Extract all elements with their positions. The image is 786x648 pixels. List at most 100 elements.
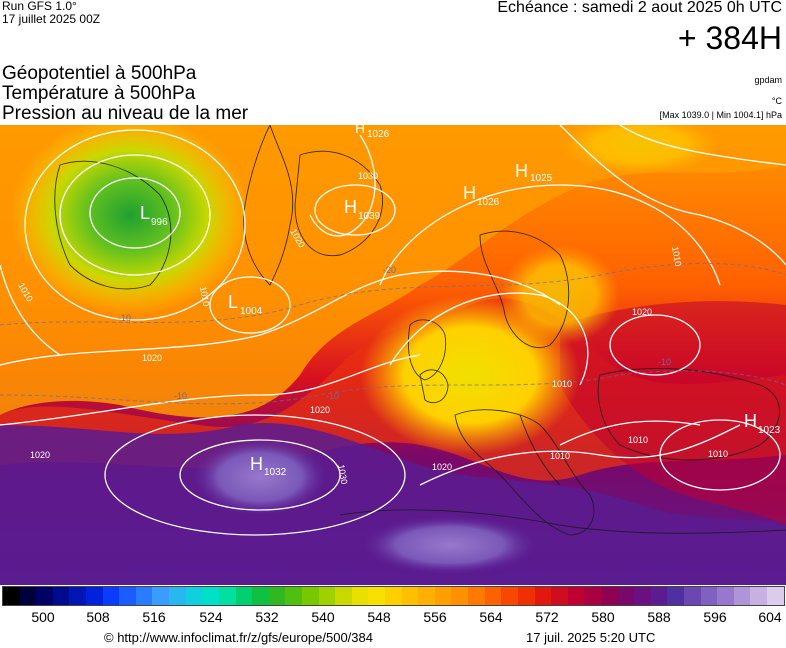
high-letter: H [355, 125, 365, 136]
scale-swatch [617, 587, 635, 605]
isobar-label: 1030 [358, 171, 378, 181]
scale-swatch [185, 587, 203, 605]
scale-swatch [683, 587, 701, 605]
scale-swatch [69, 587, 87, 605]
scale-label: 596 [703, 609, 727, 625]
scale-swatch [235, 587, 253, 605]
scale-swatch [36, 587, 53, 605]
high-letter: H [250, 454, 263, 474]
scale-swatch [484, 587, 502, 605]
scale-label: 500 [31, 609, 55, 625]
scale-swatch [451, 587, 469, 605]
temperature-label: -10 [658, 357, 671, 367]
scale-swatch [268, 587, 286, 605]
low-value: 1004 [240, 306, 263, 317]
scale-swatch [468, 587, 485, 605]
field-sahara-core [360, 515, 540, 575]
scale-label: 532 [255, 609, 279, 625]
temperature-label: -10 [118, 313, 131, 323]
isobar-label: 1020 [30, 450, 50, 460]
field-east-crimson [560, 301, 786, 525]
scale-swatch [733, 587, 751, 605]
scale-swatch [650, 587, 668, 605]
scale-label: 604 [758, 609, 782, 625]
scale-swatch [218, 587, 236, 605]
low-letter: L [228, 292, 238, 312]
scale-swatch [19, 587, 37, 605]
forecast-valid-time: Echéance : samedi 2 aout 2025 0h UTC [497, 0, 782, 16]
high-letter: H [515, 161, 528, 181]
scale-swatch [301, 587, 319, 605]
field-scandinavia-yellow [500, 245, 620, 345]
parameter-temperature: Température à 500hPa [2, 83, 196, 104]
generation-timestamp: 17 juil. 2025 5:20 UTC [526, 630, 656, 645]
high-value: 1023 [758, 425, 781, 436]
scale-swatch [385, 587, 402, 605]
scale-swatch [584, 587, 601, 605]
pressure-range-label: [Max 1039.0 | Min 1004.1] hPa [659, 110, 782, 120]
color-scale-labels: 500 508 516 524 532 540 548 556 564 572 … [0, 609, 786, 627]
scale-swatch [318, 587, 336, 605]
isobar-label: 1010 [198, 286, 211, 307]
isobar-label: 1030 [336, 464, 349, 485]
scale-swatch [634, 587, 651, 605]
scale-label: 588 [647, 609, 671, 625]
scale-swatch [501, 587, 518, 605]
scale-swatch [551, 587, 568, 605]
pressure-centers: L 996 L 1004 H 1026 H 1039 H 1026 H 1025… [140, 125, 781, 478]
scale-swatch [717, 587, 734, 605]
source-url: © http://www.infoclimat.fr/z/gfs/europe/… [104, 630, 373, 645]
unit-geopotential: gpdam [754, 75, 782, 85]
high-value: 1039 [358, 211, 381, 222]
scale-swatch [202, 587, 219, 605]
scale-label: 564 [479, 609, 503, 625]
isobar-label: 1010 [628, 435, 648, 445]
high-letter: H [463, 183, 476, 203]
high-value: 1026 [477, 197, 500, 208]
scale-swatch [534, 587, 552, 605]
temperature-labels: -20 -10 -10 -10 -10 [118, 265, 671, 401]
scale-swatch [3, 587, 20, 605]
scale-swatch [351, 587, 369, 605]
field-low-green [10, 125, 250, 315]
scale-swatch [135, 587, 153, 605]
scale-swatch [252, 587, 269, 605]
scale-swatch [368, 587, 386, 605]
scale-swatch [52, 587, 70, 605]
isobar-label: 1010 [552, 379, 572, 389]
weather-map-canvas: L 996 L 1004 H 1026 H 1039 H 1026 H 1025… [0, 125, 786, 585]
isobar-label: 1010 [708, 449, 728, 459]
scale-swatch [750, 587, 768, 605]
high-value: 1025 [530, 173, 553, 184]
run-label: Run GFS 1.0° [2, 0, 77, 13]
low-letter: L [140, 203, 150, 223]
parameter-pressure: Pression au niveau de la mer [2, 103, 249, 124]
color-scale [2, 586, 785, 606]
scale-swatch [86, 587, 103, 605]
scale-label: 508 [86, 609, 110, 625]
scale-label: 572 [535, 609, 559, 625]
isobar-label: 1020 [432, 462, 452, 472]
scale-swatch [667, 587, 684, 605]
high-value: 1032 [264, 467, 287, 478]
high-letter: H [344, 197, 357, 217]
unit-temperature: °C [771, 96, 782, 106]
scale-swatch [600, 587, 618, 605]
scale-swatch [335, 587, 352, 605]
scale-swatch [401, 587, 419, 605]
isobar-label: 1010 [670, 246, 683, 267]
scale-swatch [700, 587, 718, 605]
scale-swatch [152, 587, 170, 605]
isobar-label: 1020 [310, 405, 330, 415]
isobar-label: 1020 [142, 353, 162, 363]
scale-label: 556 [423, 609, 447, 625]
run-date: 17 juillet 2025 00Z [2, 12, 101, 26]
scale-swatch [285, 587, 302, 605]
temperature-label: -10 [326, 391, 339, 401]
scale-swatch [119, 587, 136, 605]
low-value: 996 [151, 217, 168, 228]
isobar-label: 1010 [550, 451, 570, 461]
scale-swatch [102, 587, 120, 605]
scale-swatch [169, 587, 186, 605]
parameter-geopotential: Géopotentiel à 500hPa [2, 63, 197, 84]
